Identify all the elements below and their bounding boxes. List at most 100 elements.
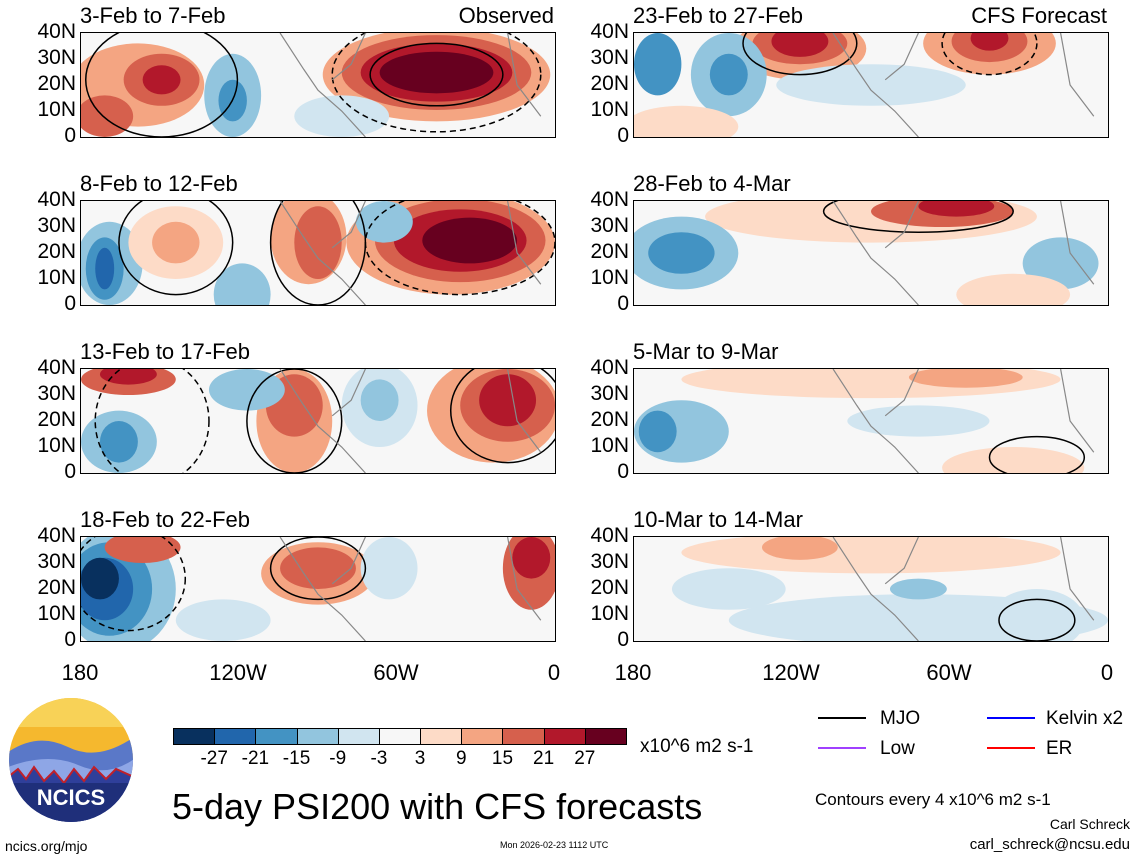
coastline [279,369,542,473]
colorbar-swatch [214,728,257,745]
map-panel [633,368,1109,474]
psi-anomaly-region [638,410,677,453]
x-tick-label: 180 [614,660,652,685]
map-panel [80,368,556,474]
colorbar-label: -27 [200,748,228,769]
coastline [832,201,1095,305]
psi-anomaly-region [776,64,966,106]
panel-period: 3-Feb to 7-Feb [80,3,226,28]
y-tick-label: 20N [590,408,629,431]
y-tick-label: 30N [37,46,76,69]
mjo-contour [246,369,343,473]
psi-anomaly-region [422,217,518,264]
y-tick-label: 30N [37,382,76,405]
y-tick-label: 0 [617,460,629,483]
psi-anomaly-region [294,206,342,279]
psi-anomaly-region [360,537,418,600]
legend-label-er: ER [1046,738,1073,759]
coastline [832,537,1095,641]
y-tick-label: 40N [37,188,76,211]
psi-anomaly-region [942,447,1085,473]
psi-anomaly-region [956,273,1071,305]
coastline [832,369,1095,473]
y-tick-label: 30N [37,550,76,573]
psi-anomaly-region [99,369,157,385]
y-tick-label: 20N [590,240,629,263]
psi-anomaly-region [970,33,1009,51]
x-tick-label: 120W [762,660,820,685]
psi-anomaly-region [1022,237,1099,290]
y-tick-label: 40N [590,188,629,211]
panel-period: 23-Feb to 27-Feb [633,3,803,28]
psi-anomaly-region [671,568,786,610]
y-tick-label: 40N [590,524,629,547]
x-tick-label: 0 [547,660,561,685]
y-tick-label: 20N [37,576,76,599]
psi-anomaly-region [634,33,682,96]
psi-anomaly-region [889,578,947,600]
y-tick-label: 30N [590,382,629,405]
psi-anomaly-region [908,369,1023,388]
panel-period: 10-Mar to 14-Mar [633,507,803,532]
psi-anomaly-region [479,374,537,427]
colorbar-swatch [255,728,298,745]
legend-line-er [987,747,1035,749]
y-tick-label: 10N [590,434,629,457]
colorbar-label: 15 [491,748,514,769]
y-tick-label: 40N [590,356,629,379]
y-tick-label: 0 [64,628,76,651]
colorbar-label: -21 [241,748,270,769]
colorbar-label: -9 [329,748,347,769]
coastline [832,33,1095,137]
colorbar-swatch [296,728,339,745]
mjo-contour [449,369,555,464]
x-tick-label: 60W [926,660,972,685]
colorbar-label: 27 [574,748,596,769]
legend-line-low [818,747,866,749]
y-tick-label: 30N [590,214,629,237]
x-tick-label: 0 [1100,660,1114,685]
y-tick-label: 10N [590,266,629,289]
y-tick-label: 10N [37,266,76,289]
y-tick-label: 20N [37,408,76,431]
panel-source-label: CFS Forecast [971,3,1107,28]
y-tick-label: 0 [64,460,76,483]
psi-anomaly-region [208,369,285,411]
psi-anomaly-region [360,379,399,421]
psi-anomaly-region [81,557,119,600]
psi-anomaly-region [379,51,494,94]
psi-anomaly-region [95,247,115,290]
legend-line-kelvin [987,717,1035,719]
psi-anomaly-region [847,405,990,437]
psi-anomaly-region [918,201,995,217]
mjo-contour [94,369,210,473]
mjo-contour [941,33,1038,76]
panel-period: 18-Feb to 22-Feb [80,507,250,532]
y-tick-label: 0 [617,292,629,315]
mjo-contour [822,201,1014,233]
y-tick-label: 20N [590,72,629,95]
author: Carl Schreck [1049,816,1130,832]
mjo-contour [269,201,367,305]
timestamp: Mon 2026-02-23 1112 UTC [500,840,609,850]
psi-anomaly-region [634,105,739,137]
colorbar-label: 21 [533,748,555,769]
x-tick-label: 120W [209,660,267,685]
y-tick-label: 30N [590,46,629,69]
legend-label-mjo: MJO [880,708,921,729]
panel-source-label: Observed [458,3,554,28]
y-tick-label: 0 [64,124,76,147]
site-link[interactable]: ncics.org/mjo [5,838,88,854]
mjo-contour [118,201,234,296]
psi-anomaly-region [280,547,356,589]
y-tick-label: 40N [37,20,76,43]
y-tick-label: 0 [64,292,76,315]
psi-anomaly-region [648,232,715,274]
colorbar-label: -15 [282,748,311,769]
psi-anomaly-region [761,537,838,560]
map-panel [633,32,1109,138]
y-tick-label: 20N [37,72,76,95]
colorbar-swatch [502,728,545,745]
y-tick-label: 30N [37,214,76,237]
